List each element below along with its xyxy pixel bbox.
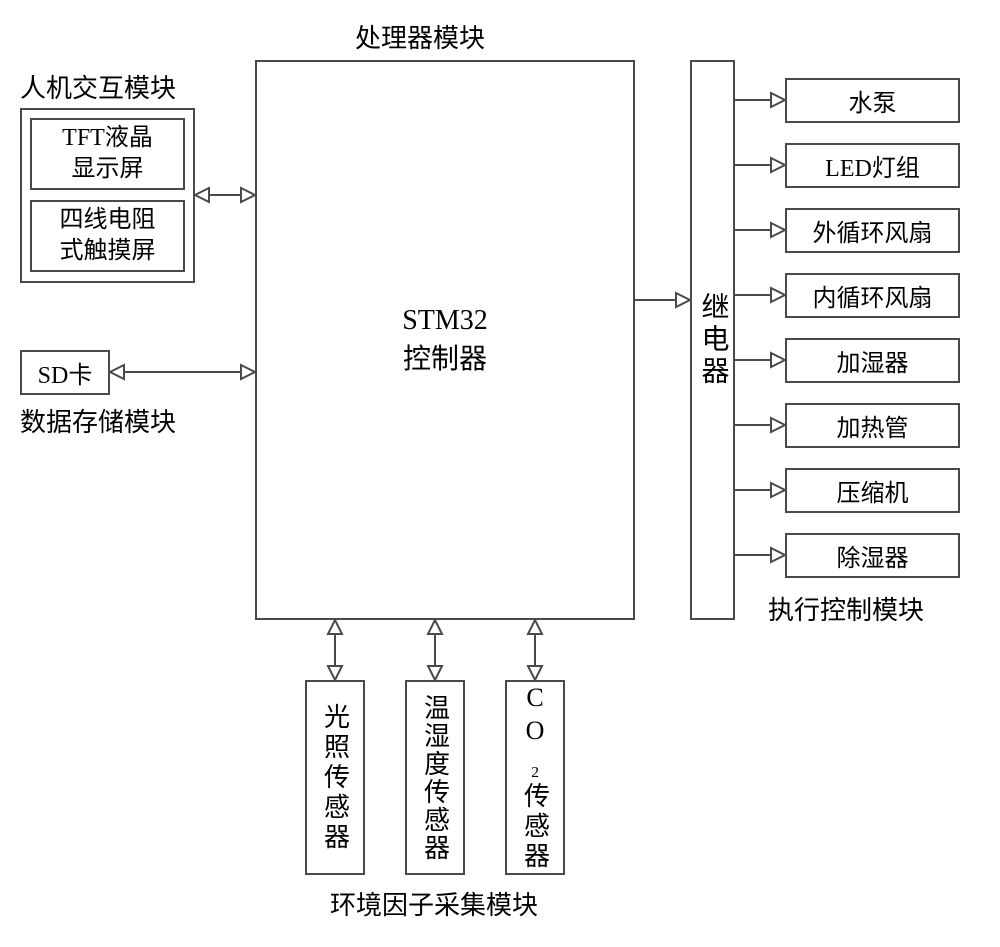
light-sensor-box: 光照传感器 — [305, 680, 365, 875]
int-fan-box: 内循环风扇 — [785, 273, 960, 318]
int-fan-text: 内循环风扇 — [813, 278, 933, 313]
humidifier-box: 加湿器 — [785, 338, 960, 383]
humidifier-text: 加湿器 — [837, 343, 909, 378]
env-module-label: 环境因子采集模块 — [330, 885, 538, 922]
processor-module-label: 处理器模块 — [355, 18, 485, 55]
co2-sensor-text: CO₂传感器 — [517, 683, 554, 872]
relay-box: 继电器 — [690, 60, 735, 620]
light-sensor-text: 光照传感器 — [317, 703, 354, 853]
tft-lcd-box: TFT液晶 显示屏 — [30, 118, 185, 190]
temp-humid-sensor-text: 温湿度传感器 — [417, 694, 454, 862]
heater-box: 加热管 — [785, 403, 960, 448]
exec-control-module-label: 执行控制模块 — [768, 590, 924, 627]
temp-humid-sensor-box: 温湿度传感器 — [405, 680, 465, 875]
compressor-box: 压缩机 — [785, 468, 960, 513]
led-box: LED灯组 — [785, 143, 960, 188]
touchscreen-box: 四线电阻 式触摸屏 — [30, 200, 185, 272]
stm32-controller-box: STM32 控制器 — [255, 60, 635, 620]
heater-text: 加热管 — [837, 408, 909, 443]
sd-card-text: SD卡 — [38, 355, 93, 390]
touchscreen-text: 四线电阻 式触摸屏 — [60, 205, 156, 267]
tft-lcd-text: TFT液晶 显示屏 — [62, 123, 153, 185]
relay-text: 继电器 — [693, 292, 733, 388]
ext-fan-text: 外循环风扇 — [813, 213, 933, 248]
dehumidifier-box: 除湿器 — [785, 533, 960, 578]
data-storage-module-label: 数据存储模块 — [20, 402, 176, 439]
pump-text: 水泵 — [849, 83, 897, 118]
pump-box: 水泵 — [785, 78, 960, 123]
led-text: LED灯组 — [825, 148, 920, 183]
dehumidifier-text: 除湿器 — [837, 538, 909, 573]
compressor-text: 压缩机 — [837, 473, 909, 508]
sd-card-box: SD卡 — [20, 350, 110, 395]
hmi-module-label: 人机交互模块 — [20, 68, 176, 105]
stm32-controller-text: STM32 控制器 — [402, 301, 488, 379]
co2-sensor-box: CO₂传感器 — [505, 680, 565, 875]
ext-fan-box: 外循环风扇 — [785, 208, 960, 253]
